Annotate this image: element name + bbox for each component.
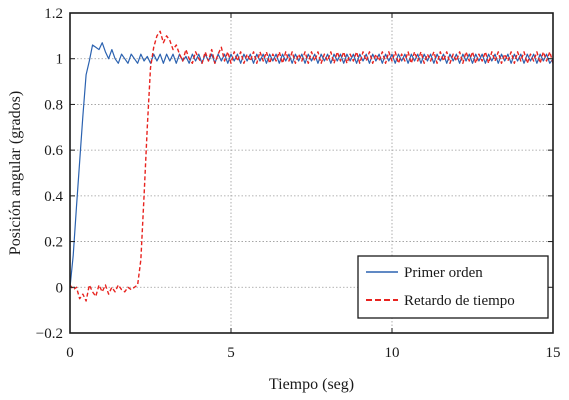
x-axis-label: Tiempo (seg) xyxy=(269,376,354,393)
series-lines xyxy=(69,30,554,302)
legend: Primer orden Retardo de tiempo xyxy=(357,255,549,319)
y-tick-label-5: 0.8 xyxy=(44,97,63,113)
axis-ticks: 0 5 10 15−0.200.20.40.60.811.2 xyxy=(36,6,561,361)
x-tick-label-1: 5 xyxy=(227,345,235,361)
y-axis-label: Posición angular (grados) xyxy=(7,91,24,255)
x-tick-label-0: 0 xyxy=(66,345,74,361)
y-tick-label-3: 0.4 xyxy=(44,189,63,205)
y-tick-label-0: −0.2 xyxy=(36,326,63,342)
y-tick-label-1: 0 xyxy=(56,280,64,296)
x-tick-label-2: 10 xyxy=(385,345,400,361)
y-tick-label-6: 1 xyxy=(56,52,64,68)
y-tick-label-2: 0.2 xyxy=(44,235,63,251)
y-tick-label-7: 1.2 xyxy=(44,6,63,22)
legend-label-retardo-de-tiempo: Retardo de tiempo xyxy=(404,293,515,309)
legend-label-primer-orden: Primer orden xyxy=(404,265,483,281)
plot-frame xyxy=(69,12,554,334)
series-line-1 xyxy=(69,30,554,302)
y-tick-label-4: 0.6 xyxy=(44,143,63,159)
series-line-0 xyxy=(69,42,554,288)
legend-box xyxy=(357,255,549,319)
x-tick-label-3: 15 xyxy=(546,345,561,361)
